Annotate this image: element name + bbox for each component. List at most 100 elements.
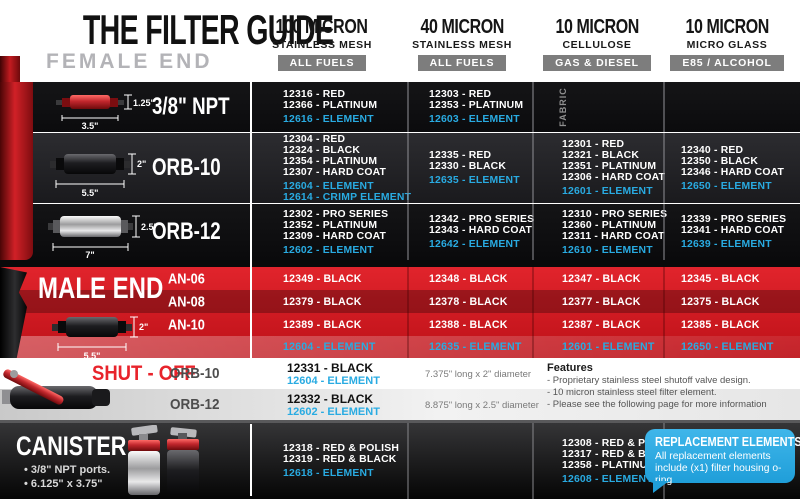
part-number: 12389 - BLACK [283, 318, 362, 331]
cell-an10-40micron: 12388 - BLACK [407, 313, 532, 336]
col-header-10-micron-glass: 10 MICRON MICRO GLASS E85 / ALCOHOL [652, 16, 800, 71]
part-number: 12349 - BLACK [283, 272, 362, 285]
part-number: 12335 - RED [429, 150, 492, 161]
part-number: 12387 - BLACK [562, 318, 641, 331]
parts-list: 12339 - PRO SERIES 12341 - HARD COAT [681, 214, 800, 236]
part-number: 12378 - BLACK [429, 295, 508, 308]
element-number: 12603 - ELEMENT [429, 114, 520, 125]
cell-npt-40micron: FABRIC 12303 - RED 12353 - PLATINUM 12603… [407, 82, 568, 132]
part-number: 12385 - BLACK [681, 318, 760, 331]
part-number: 12343 - HARD COAT [429, 225, 533, 236]
element-number: 12635 - ELEMENT [429, 341, 522, 353]
male-row-an06: AN-06 12349 - BLACK 12348 - BLACK 12347 … [0, 267, 800, 290]
parts-list: 12304 - RED 12324 - BLACK 12354 - PLATINUM… [283, 134, 407, 178]
label-column-divider [250, 82, 252, 358]
cell-an08-100micron: 12379 - BLACK [255, 290, 407, 313]
shutoff-size-note-orb10: 7.375" long x 2" diameter [425, 368, 532, 380]
col-media-type: CELLULOSE [562, 39, 632, 51]
fuel-badge: ALL FUELS [417, 55, 507, 71]
dimension-label: 7" [85, 250, 94, 259]
elements-list: 12608 - ELEMENT [562, 474, 663, 485]
part-number: 12351 - PLATINUM [562, 161, 657, 172]
callout-body: All replacement elements include (x1) fi… [655, 451, 782, 486]
male-end-title: MALE END [38, 272, 164, 305]
shutoff-label-orb12: ORB-12 [170, 396, 220, 413]
cell-an08-40micron: 12378 - BLACK [407, 290, 532, 313]
canister-spec: • 6.125" x 3.75" [24, 478, 103, 490]
element-number: 12602 - ELEMENT [287, 405, 380, 418]
elements-list: 12650 - ELEMENT [681, 181, 800, 192]
row-label: ORB-12 [152, 218, 221, 245]
cell-npt-glass [663, 82, 800, 132]
cell-orb12-cellulose: 12310 - PRO SERIES 12360 - PLATINUM 12311 … [532, 204, 667, 260]
cell-male-element-cellulose: 12601 - ELEMENT [532, 336, 663, 358]
dimension-label: 1.25" [133, 98, 155, 108]
part-number: 12311 - HARD COAT [562, 230, 665, 242]
features-block: Features - Proprietary stainless steel s… [547, 362, 767, 411]
parts-list: 12342 - PRO SERIES 12343 - HARD COAT [429, 214, 534, 236]
npt-filter-illustration: 1.25" 3.5" [56, 94, 155, 130]
element-number: 12601 - ELEMENT [562, 341, 655, 353]
part-number: 12308 - RED & POLISH [562, 437, 679, 449]
parts-list: 12301 - RED 12321 - BLACK 12351 - PLATINUM… [562, 139, 666, 183]
part-number: 12306 - HARD COAT [562, 172, 666, 183]
elements-list: 12639 - ELEMENT [681, 239, 800, 250]
feature-item: - Please see the following page for more… [547, 399, 767, 410]
col-micron: 10 MICRON [555, 16, 639, 38]
parts-list: 12302 - PRO SERIES 12352 - PLATINUM 12309 … [283, 209, 407, 242]
shutoff-title: SHUT - OFF [92, 362, 196, 385]
element-number: 12618 - ELEMENT [283, 468, 374, 479]
male-filter-illustration: 2" 5.5" [52, 316, 148, 361]
cell-npt-cellulose [532, 82, 663, 132]
part-number: 12353 - PLATINUM [429, 100, 524, 111]
cell-male-element-40micron: 12635 - ELEMENT [407, 336, 532, 358]
cell-an06-glass: 12345 - BLACK [663, 267, 800, 290]
parts-list: 12308 - RED & POLISH 12317 - RED & BLACK 1… [562, 437, 679, 471]
parts-list: 12318 - RED & POLISH 12319 - RED & BLACK [283, 443, 407, 465]
dimension-label: 5.5" [84, 351, 101, 361]
cell-an08-cellulose: 12377 - BLACK [532, 290, 663, 313]
row-label: ORB-10 [152, 154, 221, 181]
elements-list: 12610 - ELEMENT [562, 245, 663, 256]
elements-list: 12635 - ELEMENT [429, 175, 532, 186]
part-number: 12366 - PLATINUM [283, 100, 378, 111]
part-number: 12303 - RED [429, 89, 492, 100]
part-number: 12302 - PRO SERIES [283, 208, 389, 220]
parts-list: 12310 - PRO SERIES 12360 - PLATINUM 12311 … [562, 209, 667, 242]
element-number: 12650 - ELEMENT [681, 341, 774, 353]
red-filter-photo [0, 82, 33, 260]
feature-item: - Proprietary stainless steel shutoff va… [547, 375, 751, 386]
elements-list: 12602 - ELEMENT [283, 245, 407, 256]
element-number: 12608 - ELEMENT [562, 473, 653, 485]
part-number: 12375 - BLACK [681, 295, 760, 308]
part-number: 12358 - PLATINUM [562, 459, 657, 471]
shutoff-cell-orb12: 12332 - BLACK 12602 - ELEMENT [287, 390, 380, 420]
cell-male-element-glass: 12650 - ELEMENT [663, 336, 800, 358]
dimension-label: 5.5" [82, 188, 99, 198]
shutoff-size-note-orb12: 8.875" long x 2.5" diameter [425, 399, 539, 411]
elements-list: 12618 - ELEMENT [283, 468, 407, 479]
cell-orb12-100micron: 12302 - PRO SERIES 12352 - PLATINUM 12309 … [255, 204, 407, 260]
element-number: 12650 - ELEMENT [681, 180, 772, 192]
col-header-10-micron-cellulose: 10 MICRON CELLULOSE GAS & DIESEL [522, 16, 672, 71]
female-end-heading: FEMALE END [46, 50, 213, 73]
row-orb-10: 2" 5.5" ORB-10 12304 - RED 12324 - BLACK 1… [0, 133, 800, 203]
an08-label: AN-08 [168, 293, 205, 310]
shutoff-cell-orb10: 12331 - BLACK 12604 - ELEMENT [287, 359, 380, 389]
cell-an10-100micron: 12389 - BLACK [255, 313, 407, 336]
col-micron: 40 MICRON [420, 16, 504, 38]
element-number: 12639 - ELEMENT [681, 239, 772, 250]
part-number: 12341 - HARD COAT [681, 225, 785, 236]
element-number: 12616 - ELEMENT [283, 114, 374, 125]
shutoff-label-orb10: ORB-10 [170, 365, 220, 382]
row-orb-12: 2.5" 7" ORB-12 12302 - PRO SERIES 12352 -… [0, 204, 800, 260]
cell-orb12-glass: 12339 - PRO SERIES 12341 - HARD COAT 1263… [663, 204, 800, 260]
shutoff-section: SHUT - OFF ORB-10 ORB-12 12331 - BLACK 1… [0, 358, 800, 420]
part-number: 12324 - BLACK [283, 144, 361, 156]
feature-item: - 10 micron stainless steel filter eleme… [547, 387, 717, 398]
part-number: 12304 - RED [283, 133, 346, 145]
orb10-filter-illustration: 2" 5.5" [50, 153, 146, 198]
cell-male-element-100micron: 12604 - ELEMENT [255, 336, 407, 358]
canister-spec: • 3/8" NPT ports. [24, 464, 111, 476]
part-number: 12307 - HARD COAT [283, 166, 387, 178]
